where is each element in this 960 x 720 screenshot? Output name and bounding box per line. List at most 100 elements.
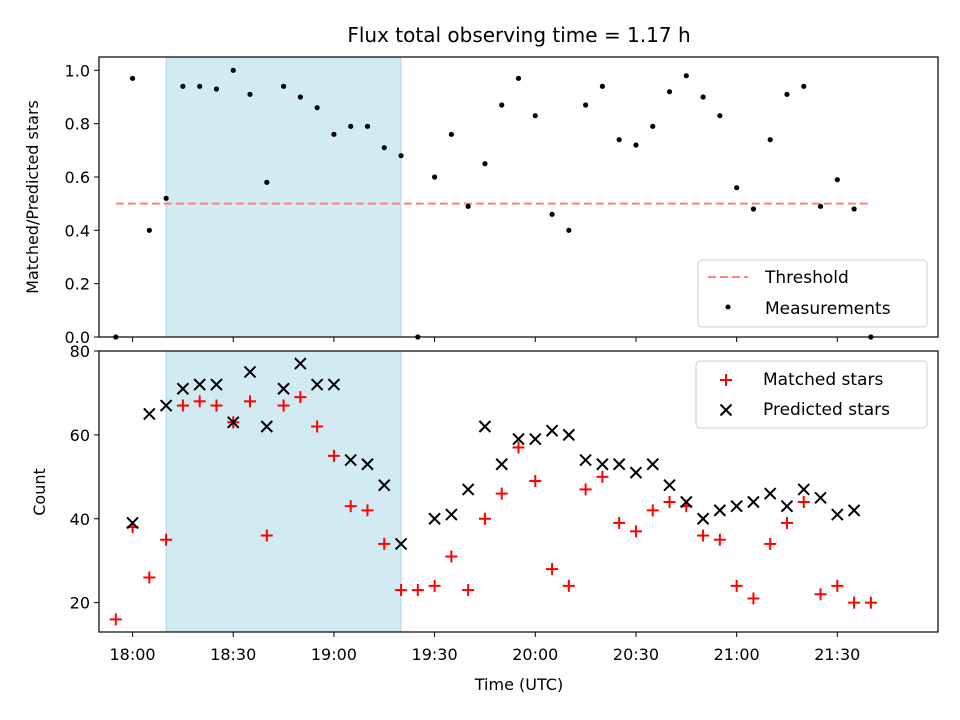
- predicted-marker-b: [596, 458, 609, 471]
- bottom-axes-frame: [98, 350, 939, 633]
- matched-star-point: [109, 613, 122, 626]
- matched-star-point: [327, 449, 340, 462]
- matched-star-point: [848, 596, 861, 609]
- matched-star-point: [663, 495, 676, 508]
- matched-star-point: [311, 420, 324, 433]
- measurement-point: [129, 75, 136, 81]
- predicted-marker-b: [730, 499, 743, 513]
- matched-star-point: [361, 504, 374, 517]
- bottom-xtick-label: 20:00: [512, 645, 558, 664]
- predicted-star-point: [529, 432, 542, 446]
- bottom-ytick-label: 40: [70, 510, 90, 529]
- bottom-ytick-label: 20: [70, 594, 90, 613]
- matched-star-point: [395, 584, 408, 597]
- top-legend-box: [697, 259, 928, 328]
- predicted-star-point: [428, 512, 441, 525]
- measurement-point: [482, 161, 488, 167]
- predicted-marker-b: [445, 508, 458, 521]
- measurement-point: [700, 94, 706, 100]
- matched-star-point: [176, 399, 189, 412]
- measurement-point: [717, 113, 723, 119]
- predicted-marker-b: [780, 499, 794, 513]
- matched-star-point: [512, 441, 525, 454]
- measurement-point: [750, 206, 757, 212]
- predicted-star-point: [193, 378, 206, 391]
- predicted-star-point: [445, 508, 458, 521]
- x-axis-label: Time (UTC): [474, 675, 563, 694]
- predicted-marker-b: [159, 399, 173, 412]
- predicted-star-point: [747, 495, 760, 509]
- measurement-point: [364, 123, 371, 129]
- predicted-star-point: [361, 458, 374, 471]
- matched-star-point: [596, 470, 609, 483]
- bottom-xtick-label: 19:30: [412, 645, 458, 664]
- top-ytick-label: 0.0: [65, 328, 90, 347]
- measurement-point: [599, 83, 606, 89]
- measurement-point: [650, 123, 656, 129]
- predicted-marker-b: [243, 365, 257, 379]
- predicted-marker-b: [277, 382, 290, 395]
- measurement-point: [213, 86, 220, 92]
- legend-predicted-label: Predicted stars: [763, 400, 890, 420]
- predicted-star-point: [176, 382, 190, 395]
- bottom-legend-box: [695, 360, 928, 429]
- matched-star-point: [143, 571, 156, 584]
- predicted-star-point: [730, 499, 743, 513]
- measurement-point: [817, 203, 824, 209]
- predicted-marker-b: [428, 512, 441, 525]
- matched-star-point: [495, 487, 508, 500]
- measurement-point: [515, 75, 522, 81]
- predicted-marker-b: [461, 483, 475, 496]
- predicted-marker-b: [529, 432, 542, 446]
- bottom-points-layer: [109, 357, 877, 626]
- predicted-star-point: [159, 399, 173, 412]
- bottom-y-axis-label: Count: [30, 468, 49, 516]
- measurement-point: [549, 211, 555, 217]
- matched-star-point: [260, 529, 273, 542]
- predicted-marker-b: [696, 512, 710, 525]
- predicted-marker-b: [176, 382, 190, 395]
- measurement-point: [180, 83, 186, 89]
- predicted-marker-b: [143, 407, 156, 421]
- predicted-star-point: [310, 378, 324, 391]
- matched-star-point: [713, 533, 726, 546]
- predicted-marker-b: [310, 378, 324, 391]
- predicted-star-point: [327, 378, 341, 391]
- predicted-marker-b: [495, 458, 508, 471]
- top-axes-frame: [98, 56, 939, 338]
- matched-star-point: [730, 579, 743, 592]
- top-highlight-layer: [165, 56, 402, 338]
- predicted-marker-b: [831, 508, 844, 521]
- predicted-marker-b: [227, 416, 240, 429]
- predicted-marker-b: [193, 378, 206, 391]
- measurement-point: [734, 185, 740, 191]
- predicted-marker-b: [327, 378, 341, 391]
- measurement-point: [297, 94, 303, 100]
- measurement-point: [566, 227, 572, 233]
- predicted-star-point: [612, 458, 626, 471]
- predicted-marker-b: [713, 504, 727, 517]
- top-ytick-label: 1.0: [65, 61, 90, 80]
- predicted-marker-b: [612, 458, 626, 471]
- top-ytick-label: 0.8: [65, 115, 90, 134]
- predicted-star-point: [562, 428, 576, 442]
- top-ytick-label: 0.6: [65, 168, 90, 187]
- predicted-marker-b: [629, 466, 643, 479]
- predicted-marker-b: [797, 483, 810, 496]
- top-legend: Threshold Measurements: [697, 259, 928, 328]
- bottom-xtick-label: 21:00: [714, 645, 760, 664]
- predicted-marker-b: [478, 420, 492, 433]
- measurement-point: [633, 142, 639, 148]
- predicted-marker-b: [260, 420, 274, 433]
- bottom-xtick-label: 19:00: [311, 645, 357, 664]
- measurement-point: [432, 174, 438, 180]
- measurement-point: [197, 83, 203, 89]
- measurement-point: [398, 153, 404, 159]
- predicted-marker-b: [579, 453, 592, 467]
- bottom-xtick-label: 18:00: [110, 645, 156, 664]
- predicted-star-point: [210, 378, 223, 391]
- bottom-ytick-label: 80: [70, 342, 90, 361]
- legend-measurements-label: Measurements: [765, 299, 891, 319]
- measurement-point: [583, 102, 589, 108]
- predicted-marker-b: [210, 378, 223, 391]
